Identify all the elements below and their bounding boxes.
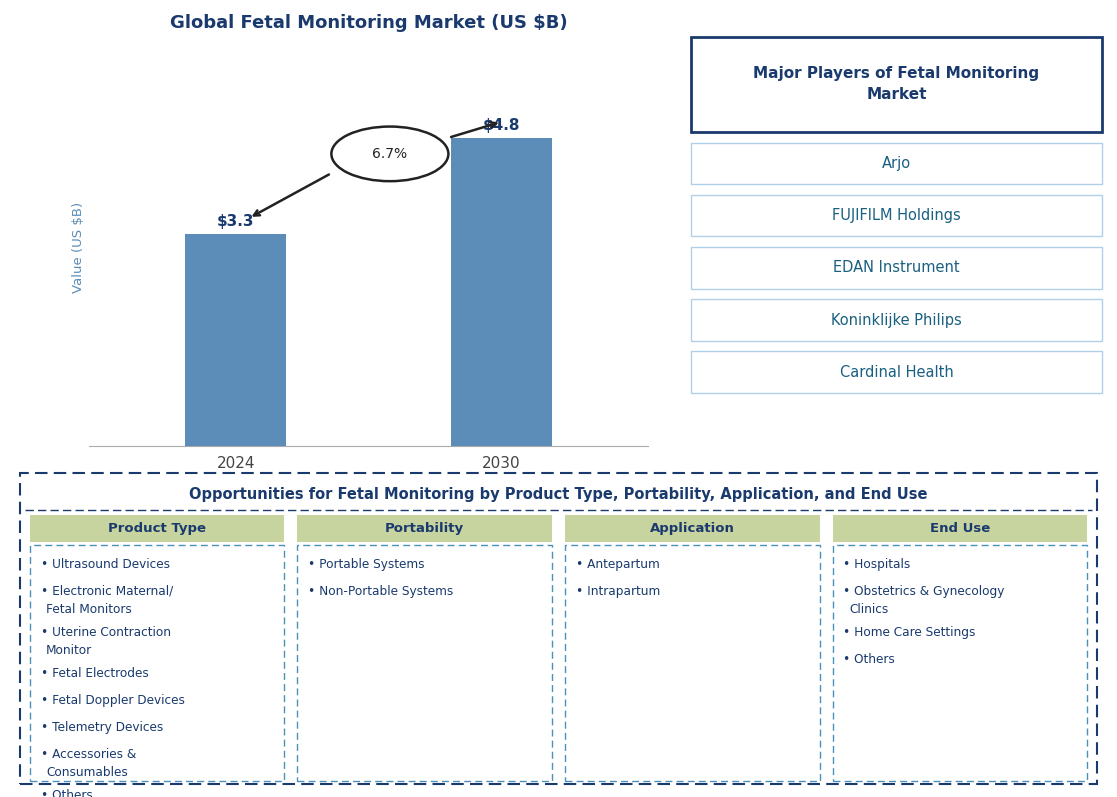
FancyBboxPatch shape — [565, 515, 820, 542]
Text: • Antepartum: • Antepartum — [576, 558, 659, 571]
Text: FUJIFILM Holdings: FUJIFILM Holdings — [832, 208, 961, 223]
FancyBboxPatch shape — [297, 515, 552, 542]
Text: Product Type: Product Type — [108, 522, 206, 535]
Text: Consumables: Consumables — [46, 767, 127, 779]
FancyBboxPatch shape — [832, 515, 1087, 542]
Text: • Ultrasound Devices: • Ultrasound Devices — [40, 558, 170, 571]
Text: Koninklijke Philips: Koninklijke Philips — [831, 312, 962, 328]
Y-axis label: Value (US $B): Value (US $B) — [73, 202, 85, 292]
Text: EDAN Instrument: EDAN Instrument — [833, 261, 960, 276]
Title: Global Fetal Monitoring Market (US $B): Global Fetal Monitoring Market (US $B) — [170, 14, 567, 33]
Text: • Fetal Doppler Devices: • Fetal Doppler Devices — [40, 693, 184, 707]
Text: Cardinal Health: Cardinal Health — [840, 365, 953, 379]
Text: Source: Lucintel: Source: Lucintel — [526, 501, 640, 514]
FancyBboxPatch shape — [691, 247, 1101, 289]
Text: • Portable Systems: • Portable Systems — [308, 558, 424, 571]
FancyBboxPatch shape — [691, 351, 1101, 393]
Text: • Non-Portable Systems: • Non-Portable Systems — [308, 585, 454, 598]
Text: 6.7%: 6.7% — [372, 147, 408, 161]
Text: Major Players of Fetal Monitoring
Market: Major Players of Fetal Monitoring Market — [753, 66, 1040, 102]
Text: $3.3: $3.3 — [217, 214, 255, 229]
Text: Application: Application — [650, 522, 735, 535]
Text: • Fetal Electrodes: • Fetal Electrodes — [40, 666, 149, 680]
Text: • Telemetry Devices: • Telemetry Devices — [40, 720, 163, 734]
Bar — [451, 138, 552, 446]
Text: • Obstetrics & Gynecology: • Obstetrics & Gynecology — [843, 585, 1005, 598]
Text: • Intrapartum: • Intrapartum — [576, 585, 660, 598]
Text: • Uterine Contraction: • Uterine Contraction — [40, 626, 171, 639]
FancyBboxPatch shape — [30, 515, 285, 542]
Text: • Home Care Settings: • Home Care Settings — [843, 626, 976, 639]
Text: Clinics: Clinics — [849, 603, 888, 617]
Text: • Accessories &: • Accessories & — [40, 748, 136, 761]
FancyBboxPatch shape — [691, 300, 1101, 340]
FancyBboxPatch shape — [691, 143, 1101, 184]
Text: Monitor: Monitor — [46, 644, 92, 658]
Text: Arjo: Arjo — [881, 156, 911, 171]
FancyBboxPatch shape — [691, 37, 1101, 132]
Text: Portability: Portability — [385, 522, 465, 535]
Text: • Others: • Others — [40, 789, 93, 797]
Text: • Others: • Others — [843, 653, 895, 666]
Text: Fetal Monitors: Fetal Monitors — [46, 603, 132, 617]
Text: Opportunities for Fetal Monitoring by Product Type, Portability, Application, an: Opportunities for Fetal Monitoring by Pr… — [189, 487, 928, 501]
Text: $4.8: $4.8 — [483, 118, 521, 132]
Text: End Use: End Use — [929, 522, 990, 535]
FancyBboxPatch shape — [565, 545, 820, 781]
FancyBboxPatch shape — [30, 545, 285, 781]
Text: • Electronic Maternal/: • Electronic Maternal/ — [40, 585, 173, 598]
Bar — [185, 234, 286, 446]
FancyBboxPatch shape — [20, 473, 1097, 784]
Text: • Hospitals: • Hospitals — [843, 558, 910, 571]
FancyBboxPatch shape — [691, 195, 1101, 237]
FancyBboxPatch shape — [832, 545, 1087, 781]
FancyBboxPatch shape — [297, 545, 552, 781]
